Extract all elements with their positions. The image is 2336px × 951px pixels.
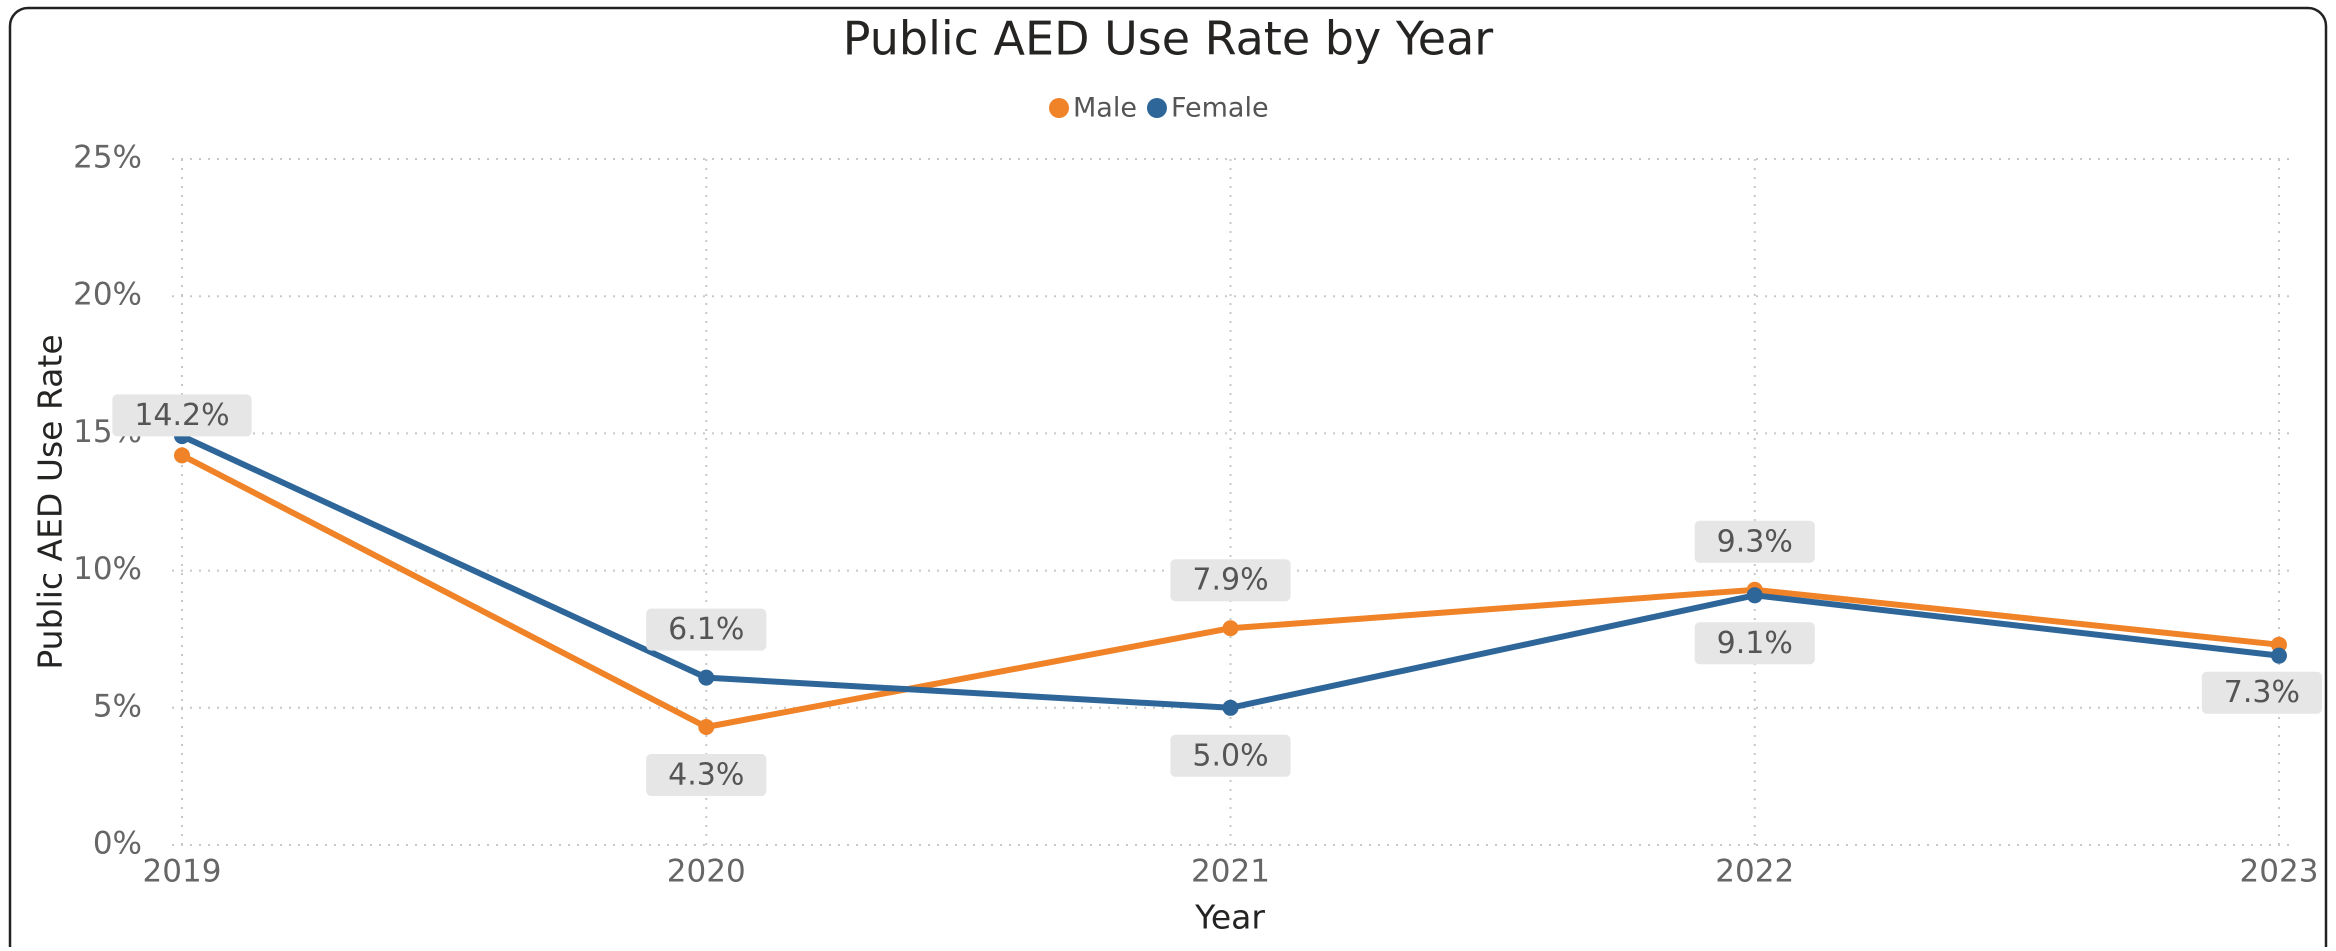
x-tick-label: 2022 [1715, 854, 1794, 890]
data-point [2271, 647, 2287, 664]
x-tick-label: 2019 [143, 854, 222, 890]
data-point [698, 669, 715, 686]
data-label: 9.1% [1717, 626, 1793, 661]
data-label-box [112, 394, 252, 437]
x-tick-label: 2021 [1191, 854, 1270, 890]
data-point [698, 719, 715, 736]
x-tick-label: 2020 [667, 854, 746, 890]
data-label-box [646, 608, 767, 651]
data-label-box [1170, 559, 1291, 602]
data-label: 6.1% [668, 612, 744, 647]
legend-label: Female [1171, 93, 1269, 124]
data-label-group: 6.1% [646, 608, 767, 651]
data-label-group: 5.0% [1170, 734, 1291, 777]
data-point [1746, 587, 1763, 604]
data-label-group: 9.1% [1694, 622, 1815, 665]
data-label: 7.9% [1192, 563, 1268, 598]
data-label-box [1694, 520, 1815, 563]
x-tick-label: 2023 [2240, 854, 2319, 890]
data-point [2271, 636, 2287, 653]
data-label-box [2201, 671, 2322, 714]
y-tick-label: 25% [73, 140, 142, 176]
legend-marker [1049, 98, 1069, 118]
y-tick-label: 5% [93, 688, 142, 724]
data-label: 5.0% [1192, 738, 1268, 773]
legend-marker [1146, 98, 1167, 118]
data-point [1222, 699, 1239, 716]
legend-label: Male [1073, 93, 1137, 124]
data-label-group: 9.3% [1694, 520, 1815, 563]
data-point [1222, 620, 1239, 637]
chart-title: Public AED Use Rate by Year [843, 12, 1494, 66]
y-tick-label: 0% [93, 826, 142, 862]
x-axis-label: Year [1194, 898, 1265, 937]
data-label-group: 7.9% [1170, 559, 1291, 602]
data-label: 7.3% [2224, 675, 2300, 710]
y-tick-label: 10% [73, 551, 142, 587]
frame [8, 6, 2328, 951]
data-label-box [1170, 734, 1291, 777]
data-label: 4.3% [668, 758, 744, 793]
data-label-group: 4.3% [646, 754, 767, 797]
data-label-box [1694, 622, 1815, 665]
data-label: 9.3% [1717, 524, 1793, 559]
data-point [174, 447, 190, 464]
data-label-box [646, 754, 767, 797]
data-label-group: 7.3% [2201, 671, 2322, 714]
y-tick-label: 20% [73, 277, 142, 313]
data-label-group: 14.2% [112, 394, 252, 437]
data-label: 14.2% [134, 398, 229, 433]
y-axis-label: Public AED Use Rate [31, 334, 70, 669]
